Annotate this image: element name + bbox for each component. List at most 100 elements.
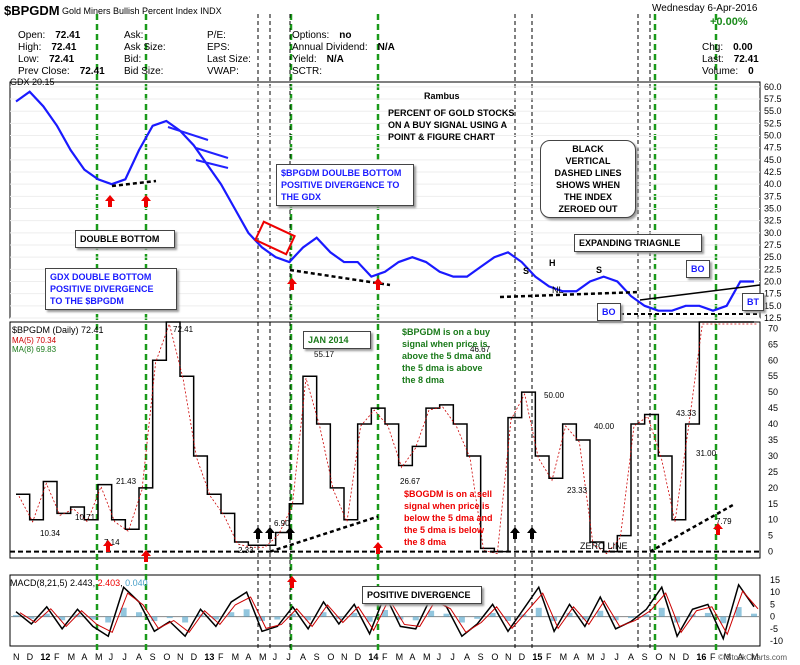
- gdx-double-bottom-callout: GDX DOUBLE BOTTOM POSITIVE DIVERGENCE TO…: [45, 268, 177, 310]
- bp-value-label-14: 31.00: [696, 449, 717, 458]
- index-name: Gold Miners Bullish Percent Index INDX: [62, 6, 222, 16]
- ma5-legend: MA(5) 70.34: [12, 336, 57, 345]
- x-label-18: M: [259, 652, 267, 662]
- breakout-1: BO: [597, 303, 621, 321]
- buy-arrow-3: [373, 278, 383, 290]
- macd-hist-24: [382, 610, 388, 617]
- x-label-43: J: [601, 652, 606, 662]
- x-label-15: F: [218, 652, 224, 662]
- macd-tick-5: -10: [770, 636, 783, 646]
- gdx-tick-18: 15.0: [764, 301, 782, 311]
- bp-value-label-15: 7.79: [716, 517, 732, 526]
- ratio-fields: P/E: EPS: Last Size: VWAP:: [207, 30, 261, 78]
- bp-ma5-line: [18, 322, 757, 555]
- zero-arrow-3: [510, 527, 520, 539]
- jan-2014-callout: JAN 2014: [303, 331, 371, 349]
- x-label-14: 13: [204, 652, 214, 662]
- gdx-double-bottom-line: [111, 179, 157, 188]
- macd-hist-45: [704, 612, 711, 617]
- gdx-divergence-line: [289, 268, 391, 287]
- bp-tick-10: 20: [768, 483, 778, 493]
- x-label-8: J: [122, 652, 127, 662]
- gdx-tick-9: 37.5: [764, 191, 782, 201]
- gdx-tick-15: 22.5: [764, 264, 782, 274]
- breakout-2: BO: [686, 260, 710, 278]
- x-label-39: F: [546, 652, 552, 662]
- macd-hist-23: [366, 616, 373, 622]
- bp-tick-3: 55: [768, 371, 778, 381]
- bp-value-label-4: 72.41: [173, 325, 194, 334]
- quote-field-fields-1: High: 72.41: [18, 42, 77, 53]
- x-label-22: S: [314, 652, 320, 662]
- quote-field-fields4-2: Yield: N/A: [292, 54, 344, 65]
- quote-field-fields-3: Prev Close: 72.41: [18, 66, 105, 77]
- sell-signal-note: $BOGDM is on a sell signal when price is…: [404, 489, 493, 547]
- quote-field-fields3-0: P/E:: [207, 30, 226, 41]
- gdx-tick-17: 17.5: [764, 289, 782, 299]
- x-label-51: F: [710, 652, 716, 662]
- gdx-tick-3: 52.5: [764, 118, 782, 128]
- macd-tick-0: 15: [770, 575, 780, 585]
- gdx-red-box: [254, 220, 296, 256]
- x-label-49: D: [683, 652, 690, 662]
- quote-field-fields4-3: SCTR:: [292, 66, 322, 77]
- x-label-42: M: [587, 652, 595, 662]
- x-label-17: A: [245, 652, 251, 662]
- ma8-legend: MA(8) 69.83: [12, 345, 57, 354]
- macd-hist-6: [105, 616, 112, 623]
- macd-hist-14: [228, 612, 235, 617]
- buy-signal-note: $BPGDM is on a buy signal when price is …: [402, 327, 492, 385]
- gdx-tick-4: 50.0: [764, 131, 782, 141]
- x-label-20: J: [286, 652, 291, 662]
- bp-value-label-3: 7.14: [104, 538, 120, 547]
- macd-panel: 15 10 5 0 -5 -10: [10, 575, 783, 646]
- bp-divergence-line: [269, 515, 379, 553]
- gdx-tick-1: 57.5: [764, 94, 782, 104]
- pattern-h: H: [549, 258, 556, 268]
- x-label-2: 12: [40, 652, 50, 662]
- quote-field-fields-2: Low: 72.41: [18, 54, 75, 65]
- quote-field-fields5-1: Last: 72.41: [702, 54, 759, 65]
- gdx-tick-14: 25.0: [764, 252, 782, 262]
- signal-arrows: [103, 195, 723, 588]
- bpgdm-legend: $BPGDM (Daily) 72.41: [12, 325, 104, 335]
- gdx-price-line: [15, 90, 754, 312]
- percent-note: PERCENT OF GOLD STOCKS ON A BUY SIGNAL U…: [388, 108, 515, 142]
- buy-arrow-1: [141, 195, 151, 207]
- x-label-7: J: [109, 652, 114, 662]
- gdx-channel-top: [167, 126, 209, 141]
- x-label-33: A: [464, 652, 470, 662]
- quote-field-fields4-0: Options: no: [292, 30, 352, 41]
- bp-value-label-9: 46.67: [470, 345, 491, 354]
- bp-value-label-12: 40.00: [594, 422, 615, 431]
- gdx-legend: GDX 20.15: [10, 77, 55, 87]
- x-label-48: N: [669, 652, 676, 662]
- macd-hist-9: [151, 616, 158, 622]
- rambus-label: Rambus: [424, 91, 460, 101]
- gdx-tick-13: 27.5: [764, 240, 782, 250]
- gdx-tick-19: 12.5: [764, 313, 782, 323]
- bp-value-label-8: 26.67: [400, 477, 421, 486]
- gdx-tick-5: 47.5: [764, 143, 782, 153]
- x-label-38: 15: [532, 652, 542, 662]
- macd-hist-39: [612, 616, 619, 621]
- macd-hist-19: [305, 616, 312, 621]
- macd-hist-28: [443, 613, 450, 617]
- symbol-title: $BPGDM: [4, 3, 60, 18]
- x-label-34: S: [478, 652, 484, 662]
- zero-arrow-4: [527, 527, 537, 539]
- quote-field-fields5-2: Volume: 0: [702, 66, 754, 77]
- double-bottom-callout: DOUBLE BOTTOM: [75, 230, 175, 248]
- macd-hist-2: [43, 613, 50, 617]
- bp-frame: [9, 321, 761, 559]
- x-label-37: D: [519, 652, 526, 662]
- x-label-40: M: [560, 652, 568, 662]
- macd-hist-27: [428, 610, 435, 617]
- macd-tick-3: 0: [770, 612, 775, 622]
- macd-hist-37: [581, 616, 588, 620]
- macd-hist-46: [720, 616, 727, 624]
- x-label-24: N: [341, 652, 348, 662]
- macd-hist-47: [735, 607, 742, 617]
- ohlc-fields: Open: 72.41 High: 72.41 Low: 72.41 Prev Close:…: [18, 30, 105, 78]
